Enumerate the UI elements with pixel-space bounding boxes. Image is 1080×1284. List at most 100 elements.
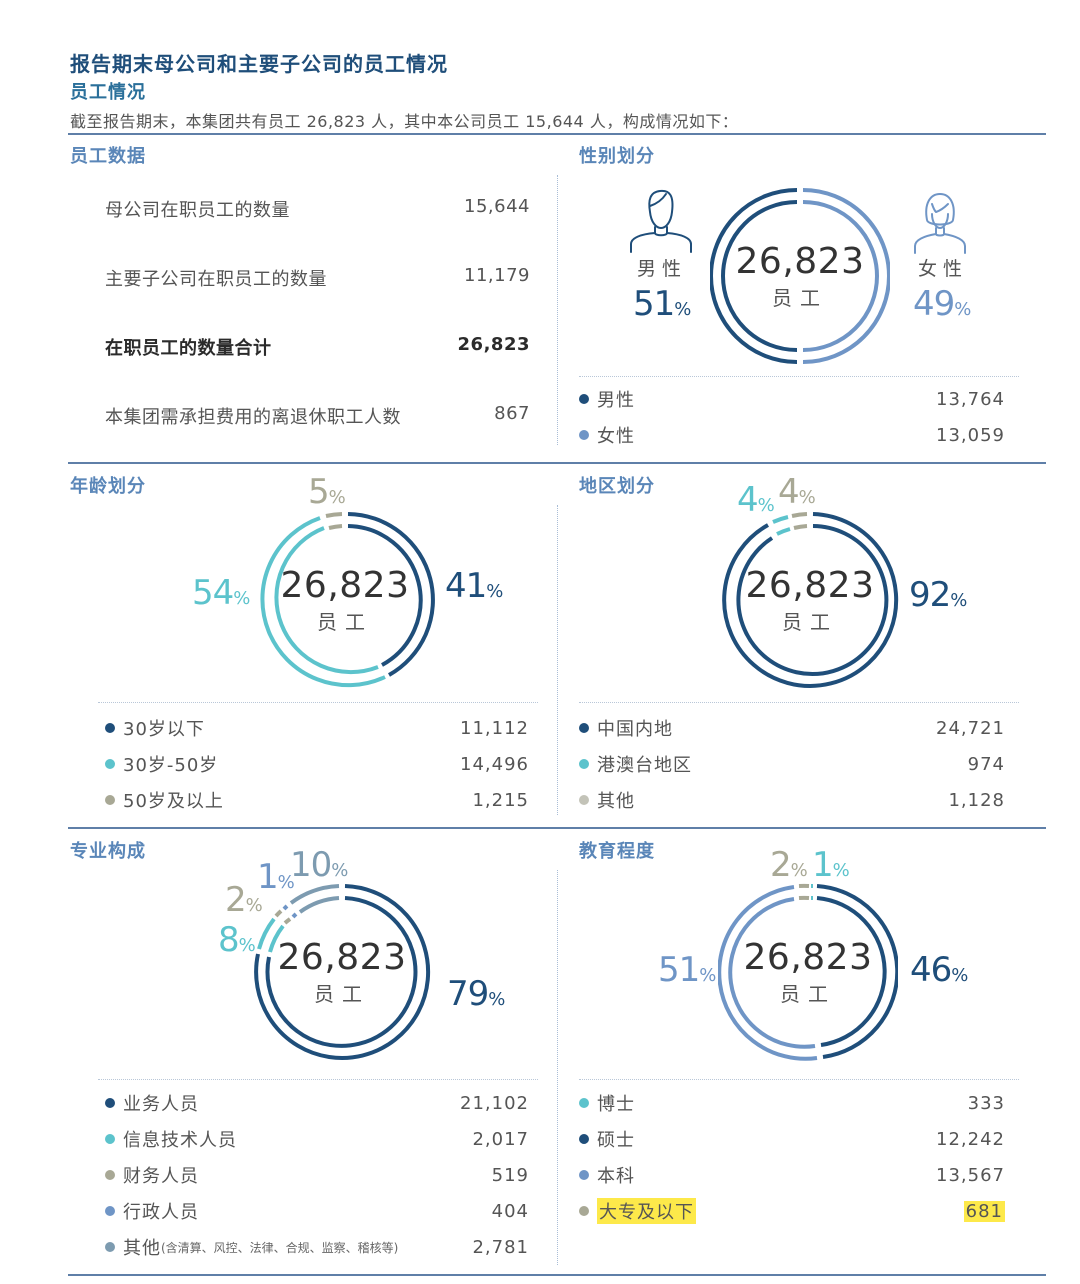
region-other-percent: 4% <box>778 472 816 512</box>
legend-item: 其他 (含清算、风控、法律、合规、监察、稽核等) 2,781 <box>105 1234 529 1260</box>
male-icon <box>630 189 692 253</box>
education-bachelor-percent: 51% <box>658 950 716 990</box>
legend-value: 2,781 <box>472 1236 529 1258</box>
percent-sign: % <box>699 965 717 986</box>
percent-value: 54 <box>192 573 234 613</box>
legend-item: 中国内地 24,721 <box>579 715 1005 741</box>
gender-donut-rings <box>709 188 891 364</box>
legend-item: 业务人员 21,102 <box>105 1090 529 1116</box>
legend-label: 信息技术人员 <box>123 1130 237 1151</box>
legend-value: 12,242 <box>936 1128 1005 1150</box>
region-mainland-percent: 92% <box>909 575 967 615</box>
percent-sign: % <box>832 860 850 881</box>
donut-center: 26,823 员工 <box>718 882 898 1062</box>
female-label: 女性 <box>918 258 969 280</box>
row-label: 在职员工的数量合计 <box>105 338 272 359</box>
legend-dot <box>579 1098 589 1108</box>
percent-sign: % <box>798 487 816 508</box>
donut-unit: 员工 <box>780 982 836 1006</box>
percent-value: 10 <box>290 845 332 885</box>
percent-value: 8 <box>218 920 240 960</box>
education-phd-percent: 1% <box>812 845 850 885</box>
legend-value: 13,764 <box>936 388 1005 410</box>
employee-data-row: 母公司在职员工的数量 15,644 <box>105 196 530 222</box>
region-legend: 中国内地 24,721 港澳台地区 974 其他 1,128 <box>579 715 1005 813</box>
legend-label: 港澳台地区 <box>597 755 692 776</box>
percent-value: 5 <box>308 472 330 512</box>
divider-top <box>68 133 1046 135</box>
profession-it-percent: 8% <box>218 920 256 960</box>
percent-sign: % <box>674 299 692 320</box>
legend-item: 财务人员 519 <box>105 1162 529 1188</box>
donut-unit: 员工 <box>782 610 838 634</box>
legend-dot <box>105 1170 115 1180</box>
section-title-education: 教育程度 <box>579 841 655 862</box>
percent-value: 51 <box>658 950 700 990</box>
male-label: 男性 <box>637 258 688 280</box>
female-icon <box>914 193 966 254</box>
legend-dot <box>105 723 115 733</box>
legend-item: 30岁-50岁 14,496 <box>105 751 529 777</box>
donut-unit: 员工 <box>317 610 373 634</box>
section-title-employee-data: 员工数据 <box>70 146 146 167</box>
legend-value: 333 <box>967 1092 1005 1114</box>
divider <box>68 462 1046 464</box>
age-donut-chart: 26,823 员工 <box>255 510 435 690</box>
legend-dot <box>105 759 115 769</box>
donut-total: 26,823 <box>277 937 407 978</box>
legend-value: 21,102 <box>460 1092 529 1114</box>
percent-sign: % <box>757 495 775 516</box>
percent-sign: % <box>488 989 506 1010</box>
donut-total: 26,823 <box>745 565 875 606</box>
row-value: 867 <box>494 403 530 424</box>
donut-center: 26,823 员工 <box>252 882 432 1062</box>
legend-value: 974 <box>967 753 1005 775</box>
percent-value: 1 <box>257 857 279 897</box>
percent-value: 2 <box>225 880 247 920</box>
legend-item-highlighted: 大专及以下 681 <box>579 1198 1005 1224</box>
legend-value: 1,215 <box>472 789 529 811</box>
profession-donut-rings <box>254 884 431 1060</box>
legend-item: 男性 13,764 <box>579 386 1005 412</box>
legend-label: 女性 <box>597 426 635 447</box>
legend-label: 财务人员 <box>123 1166 199 1187</box>
legend-label: 业务人员 <box>123 1094 199 1115</box>
legend-item: 其他 1,128 <box>579 787 1005 813</box>
education-donut-chart: 26,823 员工 <box>717 882 900 1062</box>
percent-sign: % <box>238 935 256 956</box>
profession-donut-chart: 26,823 员工 <box>252 882 432 1062</box>
male-percent: 51% <box>633 284 691 324</box>
legend-label: 中国内地 <box>597 719 673 740</box>
legend-dot <box>579 1206 589 1216</box>
donut-center: 26,823 员工 <box>720 510 900 690</box>
section-title-age: 年龄划分 <box>70 476 146 497</box>
legend-dot <box>579 394 589 404</box>
legend-dot <box>579 795 589 805</box>
legend-value: 13,567 <box>936 1164 1005 1186</box>
profession-other-percent: 10% <box>290 845 348 885</box>
education-donut-rings <box>717 883 900 1061</box>
legend-item: 50岁及以上 1,215 <box>105 787 529 813</box>
female-percent-value: 49 <box>913 284 955 324</box>
employee-data-row: 本集团需承担费用的离退休职工人数 867 <box>105 403 530 429</box>
legend-label: 其他 <box>123 1238 161 1259</box>
divider-bottom <box>68 1274 1046 1276</box>
legend-item: 本科 13,567 <box>579 1162 1005 1188</box>
donut-unit: 员工 <box>772 286 828 310</box>
gender-donut-chart: 26,823 员工 <box>709 186 891 366</box>
legend-item: 信息技术人员 2,017 <box>105 1126 529 1152</box>
legend-label: 博士 <box>597 1094 635 1115</box>
region-donut-chart: 26,823 员工 <box>720 510 900 690</box>
percent-sign: % <box>277 872 295 893</box>
legend-dot <box>105 1206 115 1216</box>
legend-dot <box>105 1134 115 1144</box>
donut-total: 26,823 <box>743 937 873 978</box>
percent-value: 41 <box>445 566 487 606</box>
percent-sign: % <box>954 299 972 320</box>
legend-value: 519 <box>491 1164 529 1186</box>
donut-total: 26,823 <box>735 241 865 282</box>
page-title: 报告期末母公司和主要子公司的员工情况 <box>70 52 448 76</box>
percent-sign: % <box>951 965 969 986</box>
percent-sign: % <box>486 581 504 602</box>
legend-value: 13,059 <box>936 424 1005 446</box>
